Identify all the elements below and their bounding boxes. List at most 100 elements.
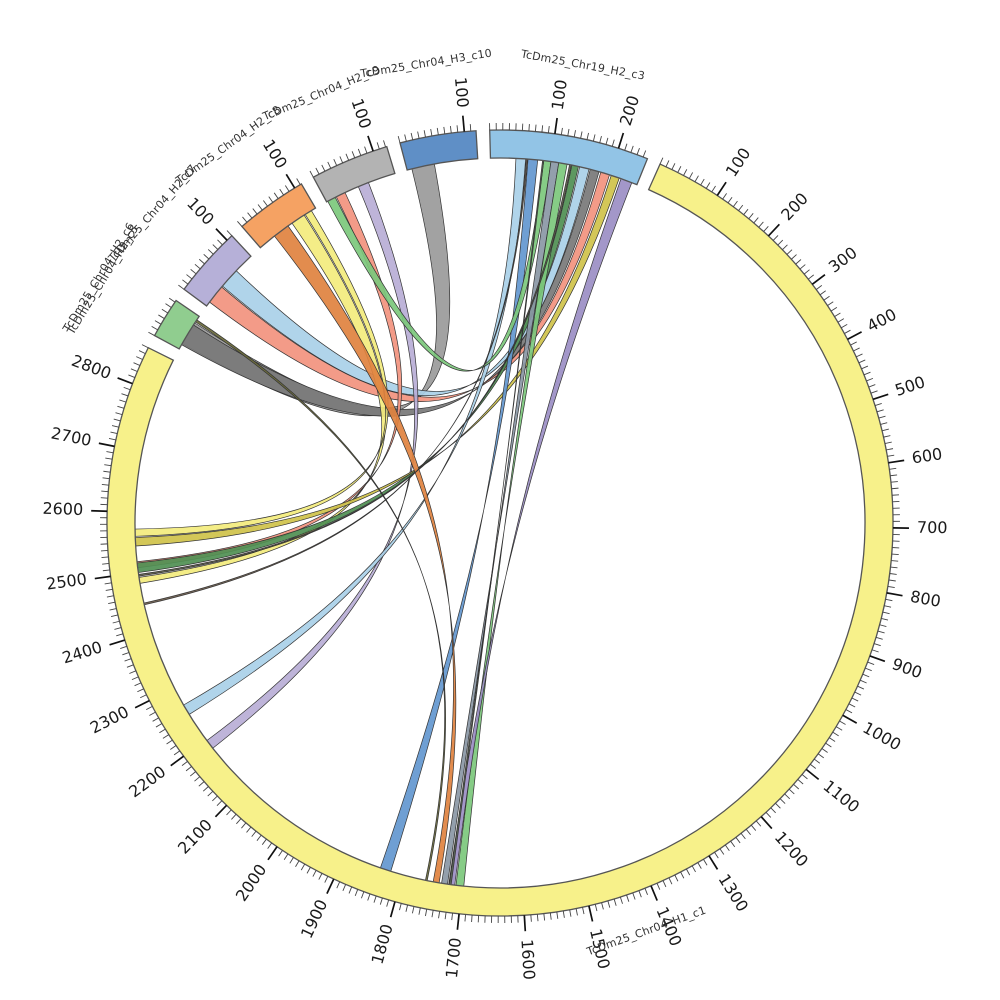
minor-tick	[166, 739, 173, 745]
minor-tick	[386, 899, 390, 907]
major-tick	[708, 855, 719, 870]
minor-tick	[556, 911, 559, 919]
tick-label-c1-600: 600	[910, 444, 943, 467]
tick-label-c1-1200: 1200	[771, 828, 812, 871]
minor-tick	[182, 279, 189, 285]
minor-tick	[373, 895, 377, 903]
minor-tick	[345, 153, 350, 161]
minor-tick	[236, 818, 242, 825]
minor-tick	[211, 795, 218, 802]
minor-tick	[405, 904, 409, 912]
minor-tick	[705, 182, 711, 189]
minor-tick	[122, 652, 130, 656]
minor-tick	[562, 910, 565, 918]
block-c9	[312, 145, 396, 203]
minor-tick	[791, 254, 797, 260]
tick-label-c1-1300: 1300	[715, 871, 753, 916]
minor-tick	[541, 125, 544, 133]
tick-label-c1-400: 400	[864, 305, 900, 336]
minor-tick	[284, 185, 290, 192]
minor-tick	[825, 742, 832, 748]
major-tick	[847, 331, 862, 341]
minor-tick	[178, 284, 185, 290]
tick-label-c1-2400: 2400	[60, 637, 105, 667]
minor-tick	[102, 562, 110, 565]
minor-tick	[569, 909, 572, 917]
minor-tick	[599, 135, 602, 143]
minor-tick	[162, 734, 170, 739]
tick-label-c1-1100: 1100	[820, 776, 864, 816]
tick-label-c7-100: 100	[183, 194, 218, 229]
minor-tick	[257, 204, 263, 211]
minor-tick	[137, 688, 144, 693]
tick-label-c1-1900: 1900	[297, 896, 331, 941]
ribbon-c1-c3-20	[448, 160, 545, 886]
minor-tick	[111, 425, 119, 428]
minor-tick	[878, 415, 886, 419]
minor-tick	[306, 867, 311, 874]
minor-tick	[861, 365, 869, 370]
minor-tick	[860, 679, 867, 684]
minor-tick	[889, 467, 897, 470]
minor-tick	[560, 127, 563, 135]
minor-tick	[624, 143, 628, 151]
minor-tick	[890, 474, 898, 477]
tick-label-c1-1000: 1000	[859, 718, 904, 754]
tick-label-c1-200: 200	[777, 189, 812, 224]
minor-tick	[318, 873, 323, 880]
tick-label-c1-1600: 1600	[517, 939, 538, 981]
minor-tick	[155, 723, 163, 728]
minor-tick	[207, 790, 214, 797]
minor-tick	[438, 911, 441, 919]
minor-tick	[877, 630, 885, 634]
minor-tick	[866, 377, 874, 382]
block-c10	[399, 130, 479, 171]
minor-tick	[102, 477, 110, 480]
minor-tick	[586, 132, 589, 140]
major-tick	[872, 393, 889, 401]
minor-tick	[697, 862, 702, 869]
tick-label-c1-2700: 2700	[49, 423, 93, 450]
tick-label-c1-700: 700	[917, 518, 948, 537]
minor-tick	[732, 200, 738, 208]
minor-tick	[112, 620, 120, 624]
block-c3	[489, 129, 649, 186]
minor-tick	[786, 249, 793, 255]
minor-tick	[830, 306, 838, 312]
minor-tick	[348, 886, 353, 894]
minor-tick	[342, 884, 347, 892]
minor-tick	[315, 167, 320, 175]
minor-tick	[202, 786, 209, 792]
minor-tick	[688, 172, 694, 179]
minor-tick	[217, 239, 223, 246]
minor-tick	[108, 601, 116, 605]
major-tick	[523, 915, 527, 932]
tick-label-c9-100: 100	[347, 96, 375, 131]
minor-tick	[884, 605, 892, 608]
minor-tick	[865, 667, 872, 672]
minor-tick	[857, 685, 865, 690]
minor-tick	[283, 853, 289, 861]
minor-tick	[101, 490, 109, 493]
tick-label-c1-2000: 2000	[232, 860, 271, 904]
minor-tick	[832, 731, 839, 737]
minor-tick	[226, 809, 232, 816]
minor-tick	[724, 844, 730, 851]
minor-tick	[683, 169, 688, 176]
minor-tick	[823, 295, 830, 301]
tick-label-c1-500: 500	[893, 372, 928, 400]
minor-tick	[113, 418, 121, 422]
minor-tick	[607, 900, 611, 908]
minor-tick	[638, 890, 642, 898]
minor-tick	[819, 290, 826, 296]
minor-tick	[659, 157, 664, 165]
minor-tick	[336, 881, 341, 889]
minor-tick	[656, 883, 661, 890]
tick-label-c1-2500: 2500	[45, 569, 88, 593]
minor-tick	[105, 588, 113, 591]
minor-tick	[884, 441, 892, 444]
major-tick	[367, 135, 374, 152]
minor-tick	[691, 865, 696, 873]
minor-tick	[779, 798, 786, 804]
minor-tick	[168, 297, 176, 303]
